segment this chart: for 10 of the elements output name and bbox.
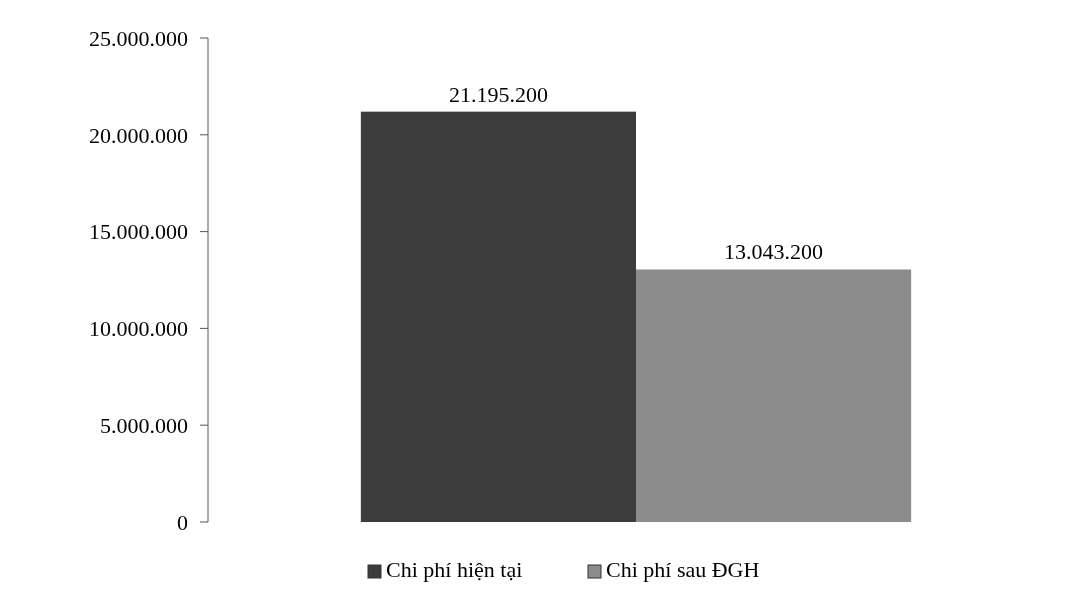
legend-label: Chi phí hiện tại (386, 557, 523, 582)
y-tick-label: 0 (177, 509, 188, 535)
legend-label: Chi phí sau ĐGH (606, 557, 760, 582)
y-tick-label: 15.000.000 (89, 219, 188, 245)
text: 13.043.200 (724, 239, 824, 265)
y-tick-label: 20.000.000 (89, 122, 188, 148)
y-tick-label: 25.000.000 (89, 25, 188, 51)
y-tick-label: 10.000.000 (89, 316, 188, 342)
text: 21.195.200 (448, 81, 548, 107)
y-tick-label: 5.000.000 (100, 412, 188, 438)
